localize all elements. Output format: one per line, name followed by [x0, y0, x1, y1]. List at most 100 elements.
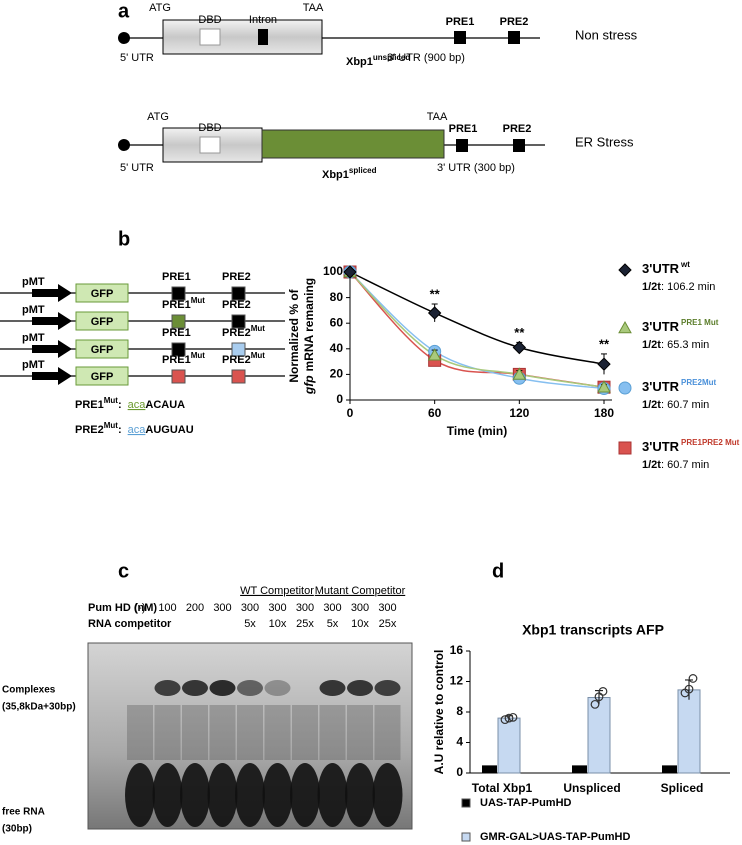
y-tick-label: 0	[336, 392, 343, 406]
legend-label: UAS-TAP-PumHD	[480, 797, 572, 809]
legend-sup: wt	[680, 260, 690, 269]
promoter-arrow	[32, 367, 72, 385]
legend-half-life: 1/2t: 60.7 min	[642, 399, 709, 411]
pre-label: PRE2Mut	[222, 324, 265, 339]
x-tick-label: 120	[509, 406, 529, 420]
complex-band	[347, 680, 373, 696]
marker	[618, 441, 632, 455]
promoter: pMT	[22, 304, 45, 316]
data-point	[590, 699, 600, 709]
y-tick-label: 8	[456, 704, 463, 718]
lane-label: 300	[268, 602, 286, 614]
free-rna-band	[207, 763, 238, 827]
half-life-label: 1/2t	[642, 339, 661, 351]
half-life-label: 1/2t	[642, 399, 661, 411]
label: TAA	[303, 2, 324, 14]
legend-label: GMR-GAL>UAS-TAP-PumHD	[480, 831, 630, 843]
free-rna-band	[290, 763, 320, 827]
half-life-label: 1/2t	[642, 281, 661, 293]
y-tick-label: 60	[330, 315, 344, 329]
marker	[618, 263, 632, 277]
x-tick-label: 0	[347, 406, 354, 420]
reporter: GFP	[91, 288, 114, 300]
gel-label: free RNA	[2, 807, 45, 818]
y-tick-label: 16	[450, 643, 464, 657]
fit-curve	[349, 271, 605, 365]
lane-label: 25x	[379, 618, 397, 630]
half-life-value: : 60.7 min	[661, 399, 709, 411]
mut-name: PRE2	[75, 424, 104, 436]
legend-half-life: 1/2t: 106.2 min	[642, 281, 715, 293]
bar	[572, 765, 587, 773]
complex-band	[319, 680, 346, 696]
smear	[154, 705, 181, 760]
bar	[587, 697, 611, 774]
lane-label: 5x	[244, 618, 256, 630]
data-point	[598, 687, 608, 696]
fit-curve	[349, 271, 605, 388]
mut-name: PRE1	[75, 399, 104, 411]
y-label-line: gfp mRNA remaning	[302, 278, 316, 395]
free-rna-band	[372, 763, 403, 827]
label: 3' UTR (900 bp)	[387, 52, 465, 64]
label: PRE1	[449, 123, 478, 135]
label: ATG	[147, 111, 169, 123]
row-label: RNA competitor	[88, 618, 172, 630]
smear	[319, 705, 346, 760]
y-tick-label: 4	[456, 735, 463, 749]
y-tick-label: 40	[330, 341, 344, 355]
marker	[597, 380, 611, 393]
x-tick-label: Total Xbp1	[472, 781, 533, 795]
free-rna-band	[345, 763, 375, 827]
significance: **	[514, 325, 525, 340]
label: PRE2	[503, 123, 532, 135]
legend-half-life: 1/2t: 65.3 min	[642, 339, 709, 351]
pre-label: PRE2	[222, 271, 251, 283]
marker	[427, 306, 442, 320]
pre-name: PRE1	[162, 327, 191, 339]
legend-sup: PRE2Mut	[681, 378, 716, 387]
y-tick-label: 0	[456, 765, 463, 779]
reporter-box	[75, 339, 129, 359]
smear	[182, 705, 208, 760]
smear	[374, 705, 401, 760]
y-tick-label: 100	[323, 264, 343, 278]
gel-label: Complexes	[2, 685, 56, 696]
pre-box	[171, 369, 186, 384]
superscript: Mut	[104, 396, 119, 405]
data-point	[688, 674, 698, 683]
promoter-arrow	[32, 284, 72, 302]
y-tick-label: 80	[330, 290, 344, 304]
free-rna-band	[152, 763, 183, 827]
y-tick-label: 20	[330, 367, 344, 381]
half-life-value: : 106.2 min	[661, 281, 715, 293]
free-rna-band	[317, 763, 348, 827]
label: ATG	[149, 2, 171, 14]
marker	[512, 367, 527, 380]
legend-swatch	[461, 832, 471, 842]
complex-band	[374, 680, 401, 696]
half-life-value: : 65.3 min	[661, 339, 709, 351]
gel-label: (35,8kDa+30bp)	[2, 702, 76, 713]
lane-label: 300	[296, 602, 314, 614]
lane-label: 100	[158, 602, 176, 614]
marker	[597, 357, 611, 371]
pre-label: PRE2	[222, 299, 251, 311]
pre-name: PRE2	[222, 271, 251, 283]
legend-label: 3'UTR PRE2Mut	[642, 378, 716, 394]
gene-name: Xbp1	[322, 169, 349, 181]
sequence: AUGUAU	[145, 424, 193, 436]
panel-label: d	[492, 560, 504, 582]
legend-label: 3'UTR wt	[642, 260, 690, 276]
reporter-box	[75, 283, 129, 303]
smear	[237, 705, 263, 760]
mutation-seq: PRE2Mut: acaAUGUAU	[75, 421, 194, 436]
marker	[427, 348, 442, 361]
data-point	[508, 712, 518, 722]
data-point	[500, 715, 510, 725]
gene-unspliced	[118, 19, 540, 55]
lane-label: 300	[323, 602, 341, 614]
lane-label: 10x	[269, 618, 287, 630]
label: 5' UTR	[120, 162, 154, 174]
separator: :	[118, 424, 122, 436]
